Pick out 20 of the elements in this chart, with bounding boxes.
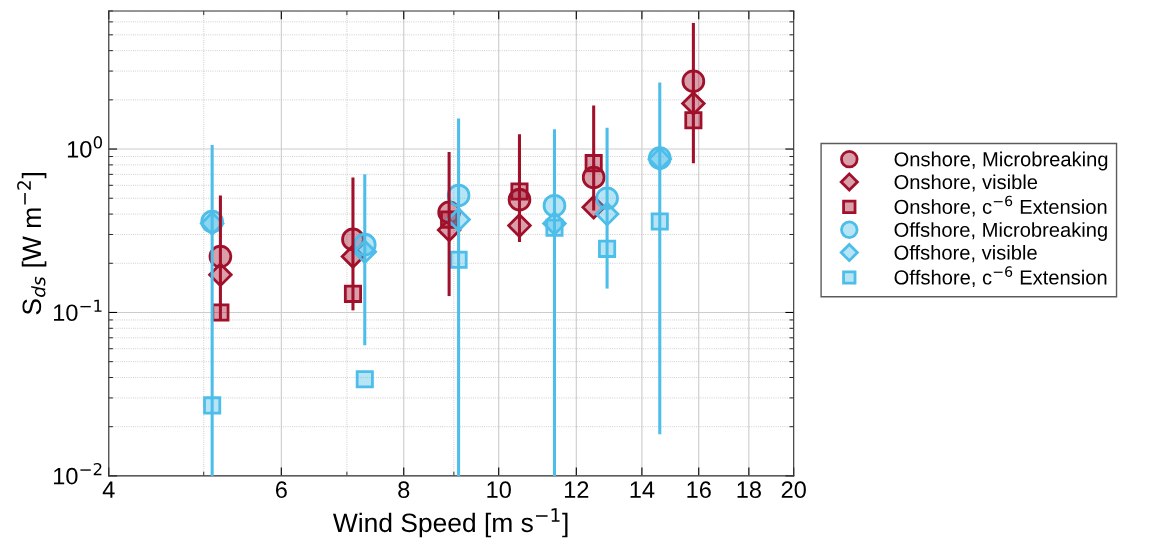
- x-axis-title: Wind Speed [m s$^{−1}$]: [332, 508, 568, 538]
- x-tick-label: 4: [102, 481, 115, 498]
- y-axis-title: S$_{ds}$ [W m$^{−2}$]: [17, 173, 47, 315]
- legend-label: Offshore, visible: [894, 244, 1037, 263]
- legend-label: Onshore, Microbreaking: [894, 151, 1108, 171]
- x-tick-label: 20: [781, 481, 806, 499]
- x-tick-label: 10: [487, 481, 511, 499]
- x-tick-label: 8: [398, 481, 410, 499]
- x-tick-label: 6: [275, 481, 287, 499]
- legend-label: Offshore, Microbreaking: [894, 222, 1107, 241]
- legend-label: Onshore, visible: [894, 174, 1038, 192]
- legend-label: Offshore, c$^{−6}$ Extension: [894, 266, 1107, 287]
- x-tick-label: 14: [630, 481, 655, 498]
- x-tick-label: 16: [687, 481, 711, 499]
- y-tick-label: 10$^{−2}$: [53, 462, 102, 485]
- x-tick-label: 12: [564, 481, 589, 498]
- y-tick-label: 10$^{−1}$: [53, 299, 102, 322]
- y-tick-label: 10$^{0}$: [67, 136, 103, 158]
- x-tick-label: 18: [737, 481, 761, 499]
- legend-label: Onshore, c$^{−6}$ Extension: [894, 195, 1107, 217]
